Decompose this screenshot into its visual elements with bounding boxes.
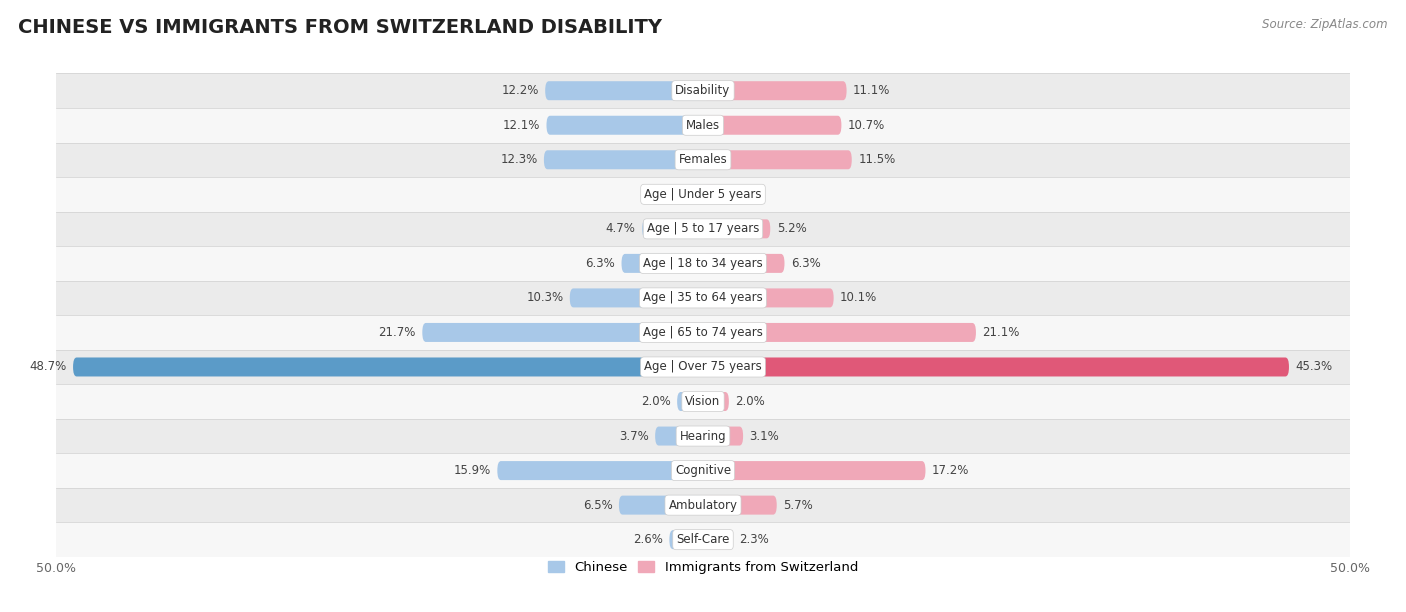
Text: 10.1%: 10.1% (841, 291, 877, 304)
FancyBboxPatch shape (703, 392, 728, 411)
FancyBboxPatch shape (703, 496, 776, 515)
FancyBboxPatch shape (703, 288, 834, 307)
Bar (56, 73, 1350, 108)
Bar (56, 315, 1350, 349)
Text: Hearing: Hearing (679, 430, 727, 442)
Legend: Chinese, Immigrants from Switzerland: Chinese, Immigrants from Switzerland (543, 556, 863, 580)
Text: Age | 35 to 64 years: Age | 35 to 64 years (643, 291, 763, 304)
FancyBboxPatch shape (619, 496, 703, 515)
Text: 2.3%: 2.3% (740, 533, 769, 546)
Text: 1.1%: 1.1% (724, 188, 754, 201)
Text: 15.9%: 15.9% (454, 464, 491, 477)
Text: Age | 5 to 17 years: Age | 5 to 17 years (647, 222, 759, 236)
Text: 11.1%: 11.1% (853, 84, 890, 97)
FancyBboxPatch shape (703, 185, 717, 204)
FancyBboxPatch shape (703, 219, 770, 238)
FancyBboxPatch shape (703, 461, 925, 480)
Text: Vision: Vision (685, 395, 721, 408)
Bar (56, 523, 1350, 557)
Text: 2.0%: 2.0% (641, 395, 671, 408)
Bar (56, 384, 1350, 419)
FancyBboxPatch shape (621, 254, 703, 273)
FancyBboxPatch shape (689, 185, 703, 204)
FancyBboxPatch shape (703, 254, 785, 273)
FancyBboxPatch shape (655, 427, 703, 446)
Bar (56, 281, 1350, 315)
Bar (56, 453, 1350, 488)
FancyBboxPatch shape (669, 530, 703, 549)
Text: 5.7%: 5.7% (783, 499, 813, 512)
Text: 21.7%: 21.7% (378, 326, 416, 339)
FancyBboxPatch shape (643, 219, 703, 238)
Bar (56, 177, 1350, 212)
Text: 3.7%: 3.7% (619, 430, 648, 442)
Text: CHINESE VS IMMIGRANTS FROM SWITZERLAND DISABILITY: CHINESE VS IMMIGRANTS FROM SWITZERLAND D… (18, 18, 662, 37)
FancyBboxPatch shape (73, 357, 703, 376)
FancyBboxPatch shape (546, 81, 703, 100)
Bar (56, 143, 1350, 177)
Text: 6.3%: 6.3% (792, 257, 821, 270)
Text: 5.2%: 5.2% (776, 222, 807, 236)
FancyBboxPatch shape (569, 288, 703, 307)
Bar (56, 246, 1350, 281)
FancyBboxPatch shape (547, 116, 703, 135)
FancyBboxPatch shape (678, 392, 703, 411)
Text: Source: ZipAtlas.com: Source: ZipAtlas.com (1263, 18, 1388, 31)
FancyBboxPatch shape (703, 81, 846, 100)
Text: 1.1%: 1.1% (652, 188, 682, 201)
Text: Males: Males (686, 119, 720, 132)
FancyBboxPatch shape (703, 323, 976, 342)
Text: 2.6%: 2.6% (633, 533, 662, 546)
Bar (56, 349, 1350, 384)
Text: 3.1%: 3.1% (749, 430, 779, 442)
Text: 12.2%: 12.2% (502, 84, 538, 97)
Text: 12.1%: 12.1% (502, 119, 540, 132)
Text: 12.3%: 12.3% (501, 153, 537, 166)
Text: 21.1%: 21.1% (983, 326, 1019, 339)
Text: Age | Over 75 years: Age | Over 75 years (644, 360, 762, 373)
Text: 11.5%: 11.5% (858, 153, 896, 166)
Text: 4.7%: 4.7% (606, 222, 636, 236)
Bar (56, 212, 1350, 246)
FancyBboxPatch shape (703, 427, 744, 446)
Text: 2.0%: 2.0% (735, 395, 765, 408)
Text: Ambulatory: Ambulatory (668, 499, 738, 512)
FancyBboxPatch shape (703, 116, 841, 135)
Text: 10.7%: 10.7% (848, 119, 886, 132)
Text: Cognitive: Cognitive (675, 464, 731, 477)
Text: 45.3%: 45.3% (1295, 360, 1333, 373)
Text: Age | 18 to 34 years: Age | 18 to 34 years (643, 257, 763, 270)
Text: 6.5%: 6.5% (582, 499, 613, 512)
Text: 48.7%: 48.7% (30, 360, 66, 373)
FancyBboxPatch shape (544, 151, 703, 170)
Text: 10.3%: 10.3% (526, 291, 564, 304)
Text: Females: Females (679, 153, 727, 166)
Bar (56, 419, 1350, 453)
Bar (56, 108, 1350, 143)
FancyBboxPatch shape (422, 323, 703, 342)
FancyBboxPatch shape (703, 151, 852, 170)
Text: Disability: Disability (675, 84, 731, 97)
Text: 17.2%: 17.2% (932, 464, 969, 477)
Text: Age | 65 to 74 years: Age | 65 to 74 years (643, 326, 763, 339)
Text: Self-Care: Self-Care (676, 533, 730, 546)
FancyBboxPatch shape (703, 357, 1289, 376)
Text: Age | Under 5 years: Age | Under 5 years (644, 188, 762, 201)
Text: 6.3%: 6.3% (585, 257, 614, 270)
FancyBboxPatch shape (703, 530, 733, 549)
Bar (56, 488, 1350, 523)
FancyBboxPatch shape (498, 461, 703, 480)
